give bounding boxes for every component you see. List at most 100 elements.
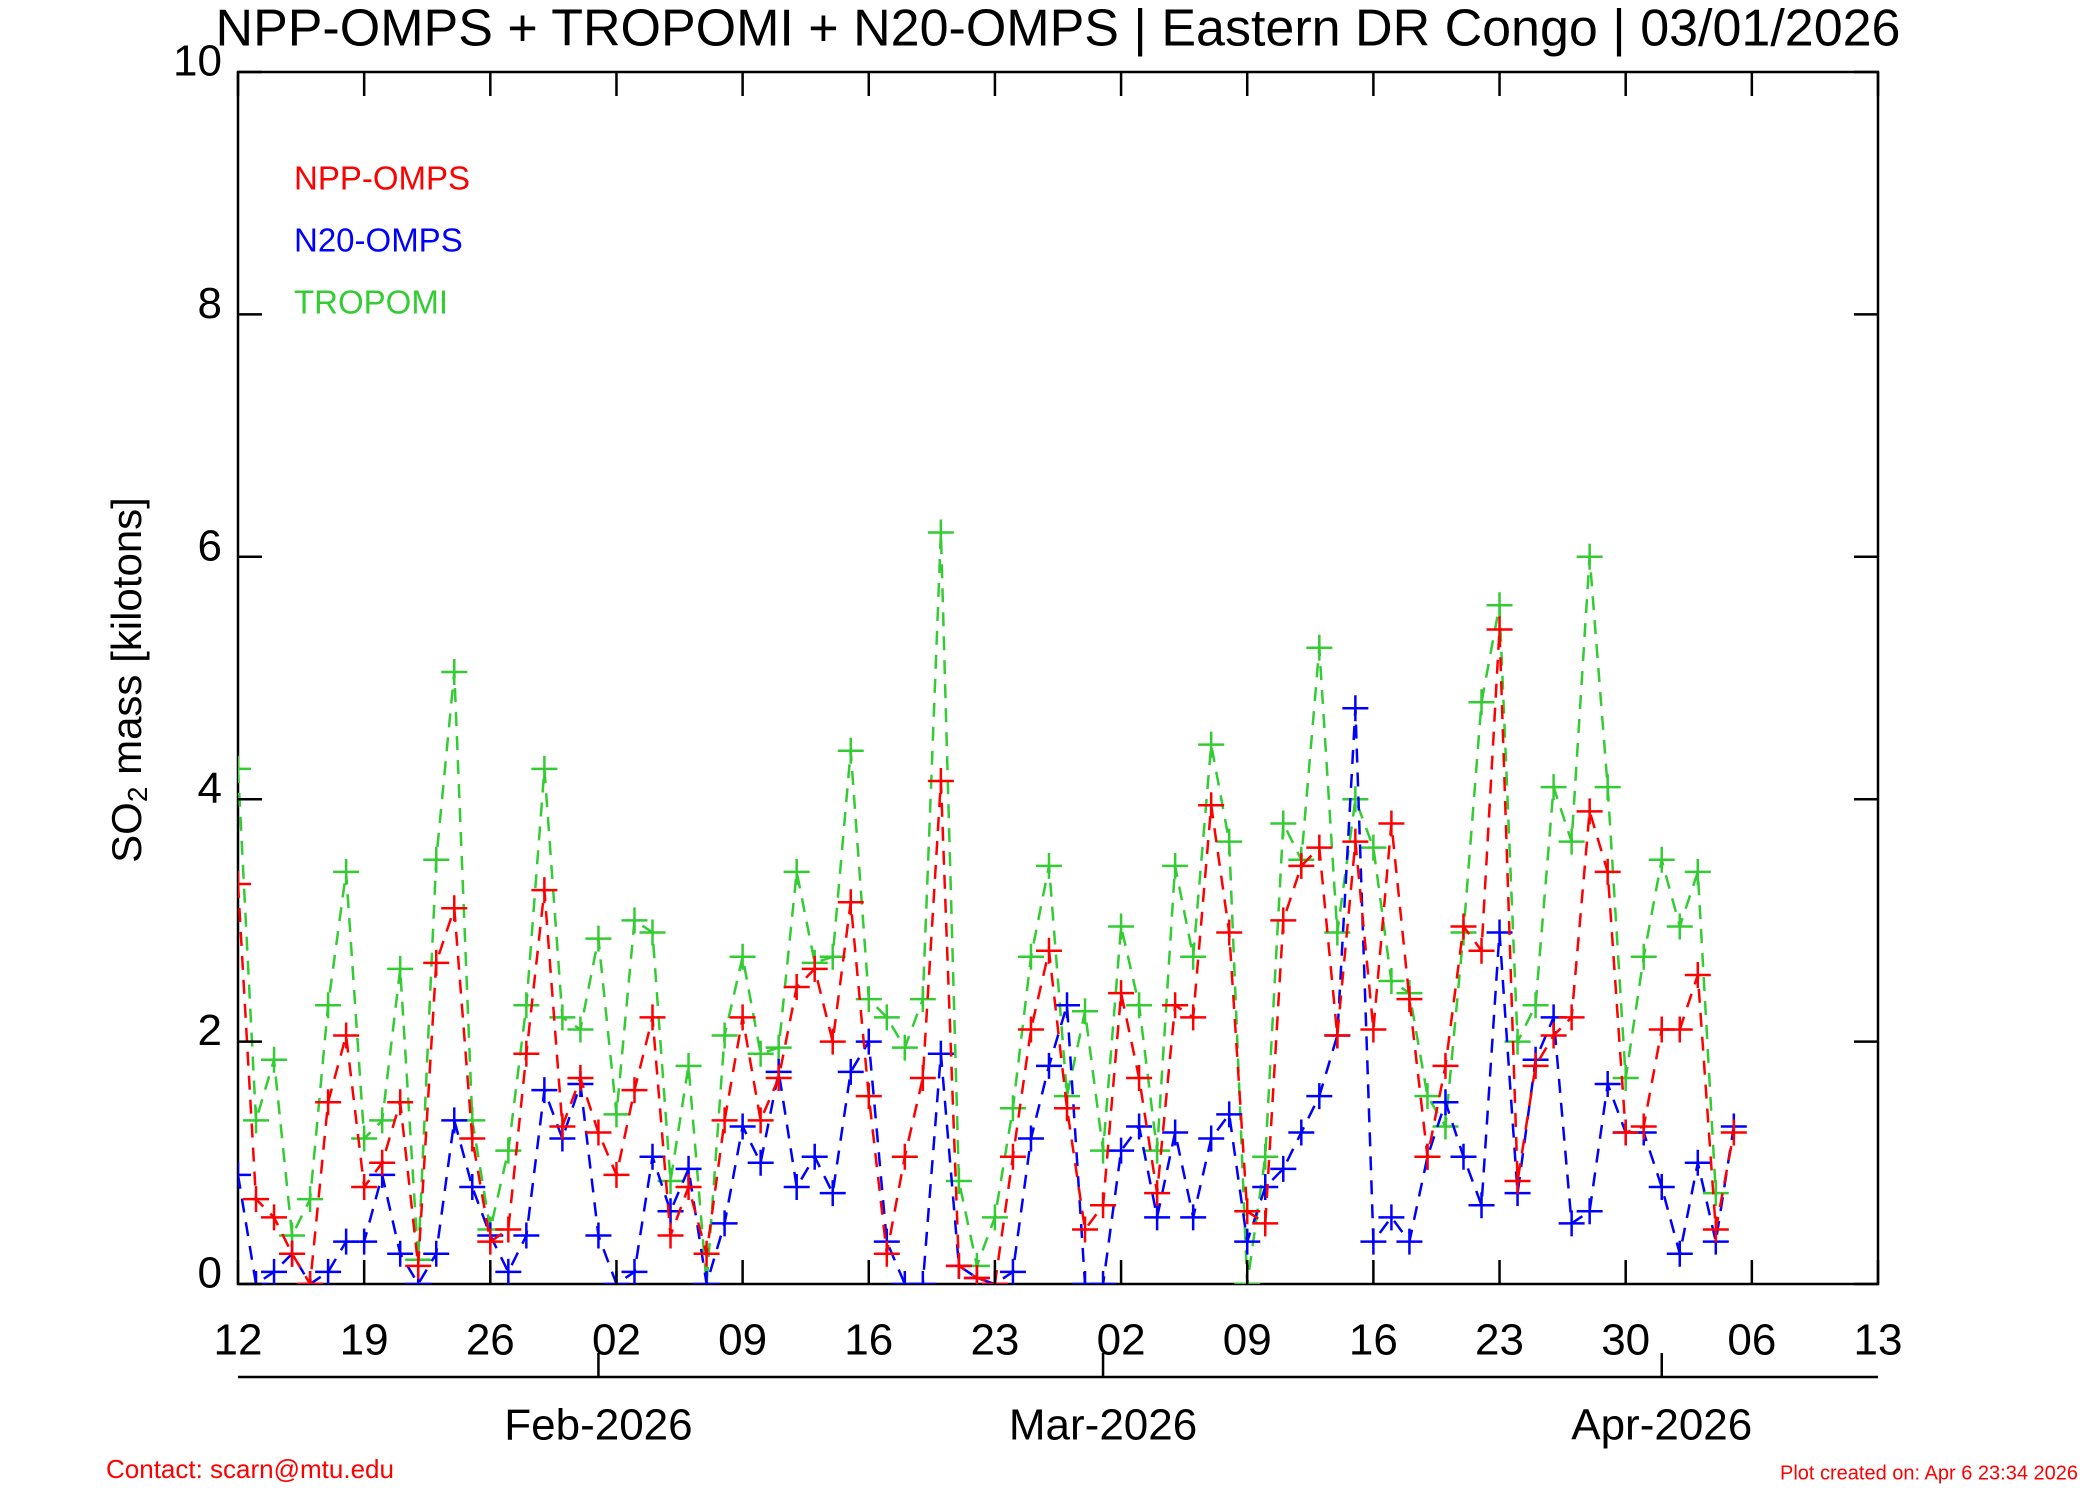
point-marker: [238, 871, 251, 898]
point-marker: [315, 1258, 342, 1284]
point-marker: [243, 1186, 270, 1213]
x-tick-label: 13: [1854, 1316, 1903, 1365]
point-marker: [1017, 1016, 1044, 1043]
point-marker: [459, 1125, 486, 1152]
point-marker: [819, 1180, 846, 1207]
point-marker: [1360, 1228, 1387, 1255]
x-tick-label: 09: [1223, 1316, 1272, 1365]
point-marker: [837, 889, 864, 916]
point-marker: [999, 1143, 1026, 1170]
point-marker: [639, 919, 666, 946]
point-marker: [1540, 774, 1567, 801]
y-label-subscript: 2: [122, 787, 153, 803]
point-marker: [1108, 980, 1135, 1007]
point-marker: [1414, 1143, 1441, 1170]
point-marker: [387, 1089, 414, 1116]
point-marker: [999, 1095, 1026, 1122]
point-marker: [1306, 834, 1333, 861]
point-marker: [1144, 1180, 1171, 1207]
point-marker: [1684, 1149, 1711, 1176]
point-marker: [1144, 1204, 1171, 1231]
point-marker: [621, 1258, 648, 1284]
point-marker: [279, 1240, 306, 1267]
y-tick-label: 2: [198, 1006, 222, 1055]
point-marker: [1594, 774, 1621, 801]
point-marker: [657, 1222, 684, 1249]
x-tick-label: 09: [718, 1316, 767, 1365]
point-marker: [261, 1204, 288, 1231]
point-marker: [1612, 1064, 1639, 1091]
point-marker: [405, 1252, 432, 1279]
point-marker: [1648, 846, 1675, 873]
legend-entry: N20-OMPS: [294, 222, 463, 259]
point-marker: [1072, 1271, 1099, 1284]
point-marker: [1630, 943, 1657, 970]
point-marker: [1558, 828, 1585, 855]
point-marker: [531, 877, 558, 904]
point-marker: [243, 1107, 270, 1134]
point-marker: [1360, 1016, 1387, 1043]
point-marker: [1396, 1228, 1423, 1255]
y-label-part: SO: [103, 802, 150, 863]
x-tick-label: 02: [1097, 1316, 1146, 1365]
point-marker: [765, 1034, 792, 1061]
point-marker: [1342, 786, 1369, 813]
point-marker: [1072, 1216, 1099, 1243]
point-marker: [1072, 998, 1099, 1025]
point-marker: [1288, 852, 1315, 879]
point-marker: [1108, 913, 1135, 940]
point-marker: [1576, 1198, 1603, 1225]
point-marker: [1054, 992, 1081, 1019]
point-marker: [729, 1113, 756, 1140]
point-marker: [675, 1052, 702, 1079]
point-marker: [819, 1028, 846, 1055]
point-marker: [927, 768, 954, 795]
point-marker: [1450, 913, 1477, 940]
point-marker: [1486, 616, 1513, 643]
point-marker: [837, 737, 864, 764]
point-marker: [1198, 1125, 1225, 1152]
point-marker: [621, 907, 648, 934]
point-marker: [1522, 992, 1549, 1019]
point-marker: [1378, 1204, 1405, 1231]
x-tick-label: 26: [466, 1316, 515, 1365]
point-marker: [333, 1022, 360, 1049]
point-marker: [945, 1252, 972, 1279]
point-marker: [1288, 1119, 1315, 1146]
point-marker: [495, 1258, 522, 1284]
point-marker: [1486, 592, 1513, 619]
point-marker: [585, 925, 612, 952]
point-marker: [1180, 1004, 1207, 1031]
point-marker: [1540, 1022, 1567, 1049]
point-marker: [1558, 1210, 1585, 1237]
month-label: Apr-2026: [1571, 1401, 1752, 1450]
point-marker: [1270, 907, 1297, 934]
point-marker: [441, 895, 468, 922]
point-marker: [1216, 1101, 1243, 1128]
point-marker: [351, 1174, 378, 1201]
point-marker: [819, 943, 846, 970]
x-tick-label: 23: [1475, 1316, 1524, 1365]
point-marker: [387, 1240, 414, 1267]
point-marker: [585, 1222, 612, 1249]
point-marker: [549, 1113, 576, 1140]
point-marker: [711, 1022, 738, 1049]
point-marker: [1198, 792, 1225, 819]
point-marker: [783, 974, 810, 1001]
point-marker: [927, 1040, 954, 1067]
point-marker: [675, 1174, 702, 1201]
point-marker: [1576, 543, 1603, 570]
y-tick-label: 4: [198, 764, 222, 813]
point-marker: [1702, 1180, 1729, 1207]
point-marker: [477, 1228, 504, 1255]
month-label: Feb-2026: [504, 1401, 692, 1450]
point-marker: [1504, 1028, 1531, 1055]
point-marker: [693, 1271, 720, 1284]
point-marker: [333, 858, 360, 885]
point-marker: [585, 1119, 612, 1146]
point-marker: [441, 658, 468, 685]
point-marker: [1630, 1113, 1657, 1140]
point-marker: [1126, 992, 1153, 1019]
point-marker: [315, 1089, 342, 1116]
point-marker: [621, 1077, 648, 1104]
